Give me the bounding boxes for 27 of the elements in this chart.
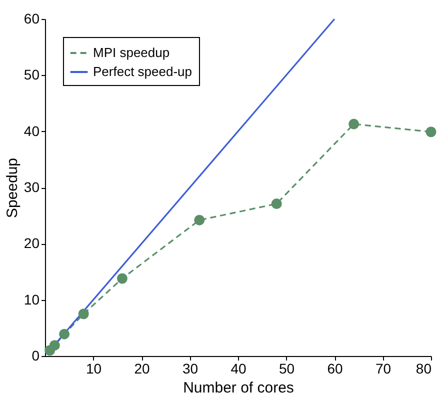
point xyxy=(49,340,60,351)
y-tick-label: 50 xyxy=(24,66,40,83)
legend-label: Perfect speed-up xyxy=(93,64,192,79)
point xyxy=(348,118,360,130)
y-tick-label: 60 xyxy=(24,10,40,26)
y-tick-label: 0 xyxy=(32,348,40,364)
x-tick-label: 20 xyxy=(134,360,150,376)
point xyxy=(194,214,205,226)
x-tick-label: 30 xyxy=(182,360,198,376)
x-tick-label: 50 xyxy=(278,360,295,376)
point xyxy=(116,273,128,284)
x-tick-label: 70 xyxy=(375,360,392,376)
x-axis-title: Number of cores xyxy=(183,380,294,396)
point xyxy=(78,308,89,320)
x-tick-label: 40 xyxy=(230,360,246,376)
y-tick-label: 10 xyxy=(24,291,40,308)
x-tick-label: 10 xyxy=(86,360,102,376)
y-axis-title: Speedup xyxy=(4,158,21,218)
y-tick-label: 20 xyxy=(24,235,40,252)
y-tick-label: 30 xyxy=(24,179,40,195)
y-tick-label: 40 xyxy=(24,122,40,139)
point xyxy=(59,328,70,340)
point xyxy=(426,126,436,138)
x-tick-label: 80 xyxy=(416,360,432,376)
point xyxy=(271,198,282,210)
legend-label: MPI speedup xyxy=(93,45,170,60)
x-tick-label: 60 xyxy=(327,360,343,376)
